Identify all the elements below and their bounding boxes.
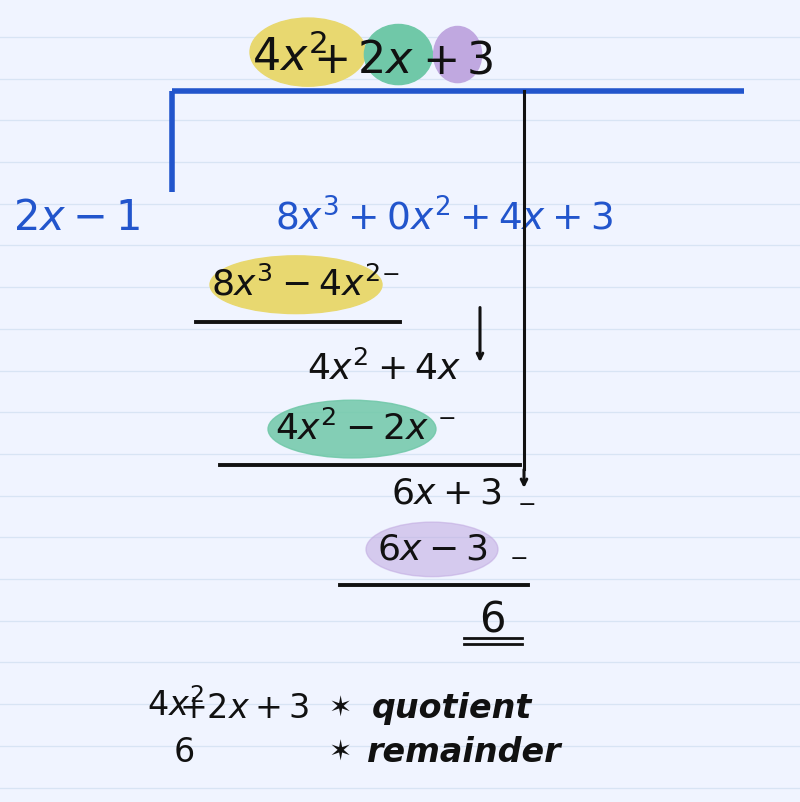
Ellipse shape [434, 26, 482, 83]
Text: $+\,2x$: $+\,2x$ [314, 39, 414, 83]
Text: $8x^3 + 0x^2 + 4x + 3$: $8x^3 + 0x^2 + 4x + 3$ [275, 199, 613, 237]
Text: $-$: $-$ [510, 548, 527, 567]
Text: $-$: $-$ [382, 263, 399, 282]
Text: remainder: remainder [366, 735, 562, 769]
Text: $4x^2$: $4x^2$ [147, 688, 205, 723]
Text: $4x^2$: $4x^2$ [252, 35, 327, 80]
Text: $4x^2 + 4x$: $4x^2 + 4x$ [307, 350, 461, 387]
Ellipse shape [210, 256, 382, 314]
Text: ✶: ✶ [328, 695, 352, 723]
Ellipse shape [250, 18, 366, 87]
Text: $6x + 3$: $6x + 3$ [391, 476, 502, 510]
Ellipse shape [268, 400, 436, 458]
Text: ✶: ✶ [328, 739, 352, 766]
Text: $-$: $-$ [518, 493, 535, 512]
Text: $6$: $6$ [479, 598, 505, 640]
Text: $+2x+3$: $+2x+3$ [178, 692, 310, 726]
Text: $2x - 1$: $2x - 1$ [13, 197, 139, 239]
Text: $-$: $-$ [438, 407, 455, 427]
Ellipse shape [364, 24, 432, 85]
Text: quotient: quotient [372, 692, 532, 726]
Text: $+\,3$: $+\,3$ [422, 39, 494, 83]
Text: $4x^2 - 2x$: $4x^2 - 2x$ [275, 411, 429, 448]
Text: $6x - 3$: $6x - 3$ [377, 533, 487, 566]
Ellipse shape [366, 522, 498, 577]
Text: $8x^3 - 4x^2$: $8x^3 - 4x^2$ [211, 266, 381, 303]
Text: $6$: $6$ [174, 735, 194, 769]
